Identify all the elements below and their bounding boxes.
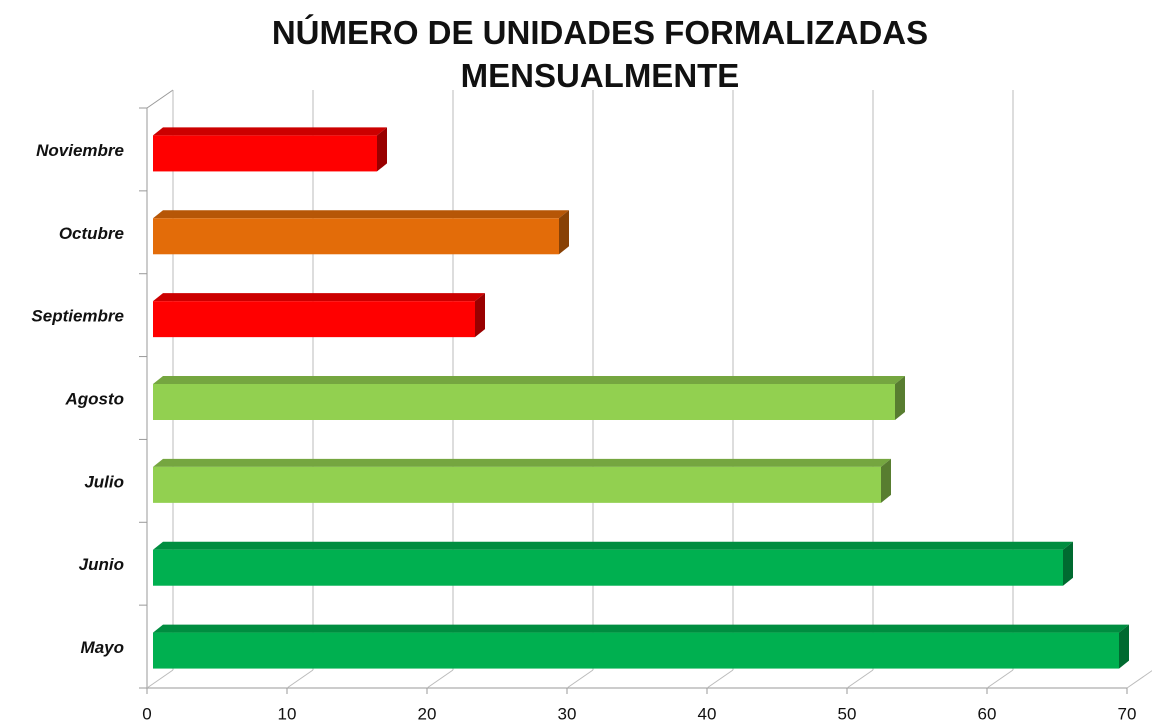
bar-top xyxy=(153,127,387,136)
bar-front xyxy=(153,632,1119,669)
x-tick-label: 70 xyxy=(1118,704,1137,723)
bar-top xyxy=(153,458,891,467)
x-tick-label: 50 xyxy=(838,704,857,723)
bar-side xyxy=(895,376,905,420)
bar xyxy=(153,458,891,503)
x-tick-label: 40 xyxy=(698,704,717,723)
x-tick-label: 60 xyxy=(978,704,997,723)
category-label: Agosto xyxy=(64,389,124,408)
bar-side xyxy=(881,458,891,503)
grid-line xyxy=(846,669,874,689)
left-wall xyxy=(146,89,174,109)
bar-side xyxy=(377,127,387,172)
bar xyxy=(153,624,1129,669)
bar xyxy=(153,293,485,338)
x-tick-label: 10 xyxy=(278,704,297,723)
bar-front xyxy=(153,301,475,338)
x-tick-label: 30 xyxy=(558,704,577,723)
category-label: Julio xyxy=(84,472,124,491)
bar-side xyxy=(475,293,485,338)
bar-front xyxy=(153,218,559,255)
bar-front xyxy=(153,466,881,503)
bar xyxy=(153,376,905,420)
chart-title: NÚMERO DE UNIDADES FORMALIZADAS MENSUALME… xyxy=(272,14,928,94)
bar-side xyxy=(1119,624,1129,669)
bar xyxy=(153,541,1073,586)
bar-side xyxy=(559,210,569,255)
grid-line xyxy=(146,669,174,689)
category-label: Septiembre xyxy=(31,307,124,326)
x-tick-label: 20 xyxy=(418,704,437,723)
grid-line xyxy=(426,669,454,689)
bar xyxy=(153,210,569,255)
x-tick-label: 0 xyxy=(142,704,151,723)
grid-line xyxy=(986,669,1014,689)
bar-top xyxy=(153,293,485,302)
grid-line xyxy=(566,669,594,689)
bar-top xyxy=(153,541,1073,550)
grid-line xyxy=(286,669,314,689)
category-label: Octubre xyxy=(59,224,124,243)
category-label: Mayo xyxy=(81,638,124,657)
grid-line xyxy=(706,669,734,689)
bar-side xyxy=(1063,541,1073,586)
bar-front xyxy=(153,135,377,172)
category-label: Noviembre xyxy=(36,141,124,160)
bar-top xyxy=(153,210,569,219)
category-label: Junio xyxy=(79,555,124,574)
grid-line xyxy=(1126,670,1152,689)
bar xyxy=(153,127,387,172)
bar-top xyxy=(153,624,1129,633)
bar-front xyxy=(153,549,1063,586)
bar-top xyxy=(153,376,905,384)
bar-front xyxy=(153,384,895,420)
